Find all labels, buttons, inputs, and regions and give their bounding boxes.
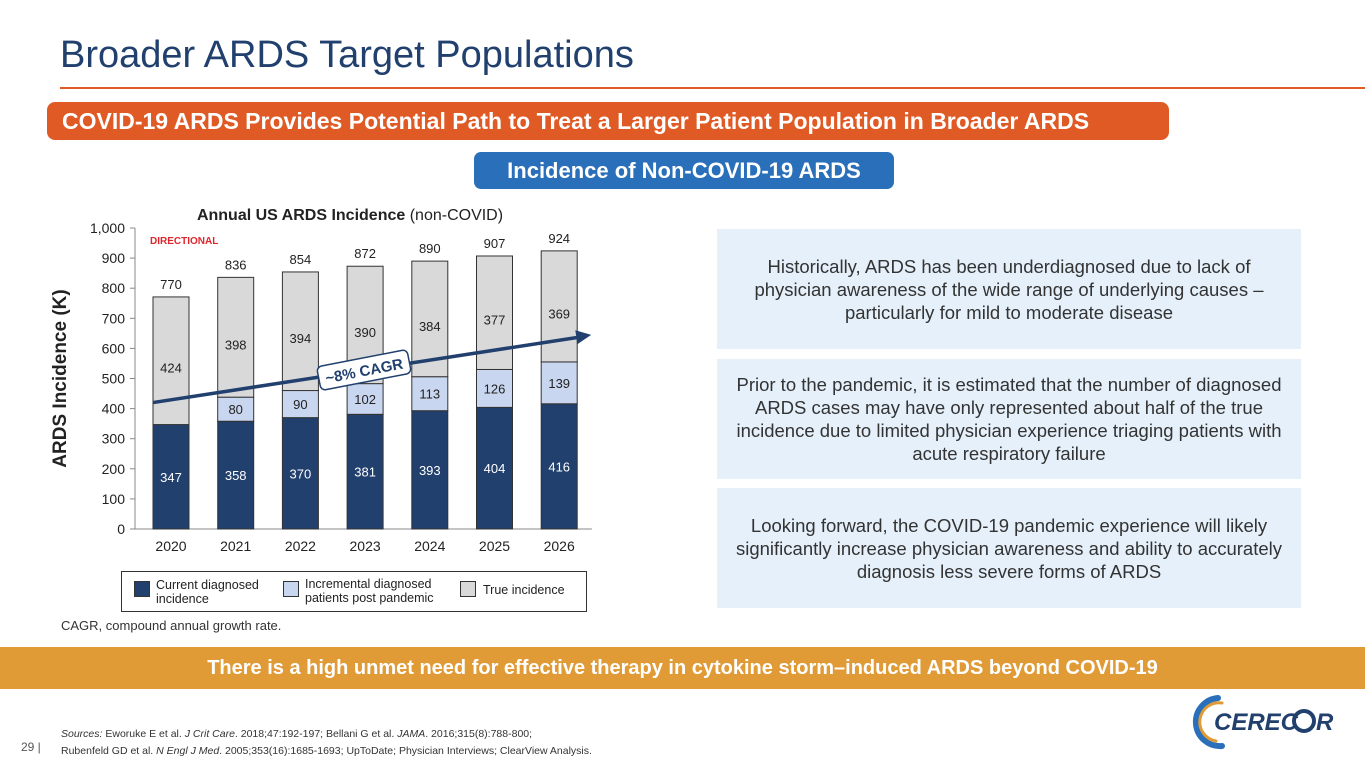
bar-value-label: 398 xyxy=(225,337,247,352)
bar-segment xyxy=(281,271,319,392)
bar-value-label: 80 xyxy=(228,402,242,417)
sources-footnote: Sources: Eworuke E et al. J Crit Care. 2… xyxy=(61,728,592,757)
bar-segment xyxy=(217,276,255,398)
x-tick-label: 2026 xyxy=(544,538,575,554)
chart-title: Annual US ARDS Incidence (non-COVID) xyxy=(197,207,503,224)
bar-value-label: 416 xyxy=(548,459,570,474)
bar-total-label: 924 xyxy=(548,231,570,246)
bar-value-label: 394 xyxy=(290,331,312,346)
bar-value-label: 90 xyxy=(293,397,307,412)
x-tick-label: 2021 xyxy=(220,538,251,554)
bar-value-label: 381 xyxy=(354,465,376,480)
y-tick-label: 400 xyxy=(102,401,126,417)
chart-legend: Current diagnosed incidence Incremental d… xyxy=(121,571,587,612)
legend-swatch-true xyxy=(460,581,476,597)
page-number: 29 | xyxy=(21,740,41,754)
bar-value-label: 384 xyxy=(419,319,441,334)
bar-value-label: 126 xyxy=(484,381,506,396)
bar-value-label: 424 xyxy=(160,361,182,376)
y-tick-label: 500 xyxy=(102,371,126,387)
y-tick-label: 700 xyxy=(102,310,126,326)
cagr-label-box xyxy=(316,349,412,391)
bar-segment xyxy=(281,390,319,419)
callout-pre-pandemic: Prior to the pandemic, it is estimated t… xyxy=(717,359,1301,479)
x-tick-label: 2024 xyxy=(414,538,445,554)
title-divider xyxy=(60,87,1365,89)
bar-total-label: 890 xyxy=(419,241,441,256)
top-banner: COVID-19 ARDS Provides Potential Path to… xyxy=(47,102,1169,140)
y-tick-label: 200 xyxy=(102,461,126,477)
legend-label-incremental: Incremental diagnosed patients post pande… xyxy=(305,577,434,605)
callout-underdiagnosed: Historically, ARDS has been underdiagnos… xyxy=(717,229,1301,349)
y-tick-label: 100 xyxy=(102,491,126,507)
bar-total-label: 872 xyxy=(354,246,376,261)
bar-segment xyxy=(346,383,384,415)
bar-value-label: 358 xyxy=(225,468,247,483)
y-axis-label: ARDS Incidence (K) xyxy=(50,289,71,467)
x-tick-label: 2020 xyxy=(155,538,186,554)
bar-segment xyxy=(346,413,384,530)
y-tick-label: 300 xyxy=(102,431,126,447)
legend-label-true: True incidence xyxy=(483,583,565,597)
bottom-banner: There is a high unmet need for effective… xyxy=(0,647,1365,689)
callout-looking-forward: Looking forward, the COVID-19 pandemic e… xyxy=(717,488,1301,608)
bar-value-label: 113 xyxy=(419,387,440,402)
bar-value-label: 347 xyxy=(160,470,182,485)
bar-value-label: 393 xyxy=(419,463,441,478)
bar-segment xyxy=(281,417,319,530)
bar-segment xyxy=(217,420,255,530)
legend-swatch-current xyxy=(134,581,150,597)
cerecor-logo: CEREC R xyxy=(1192,695,1334,750)
cagr-arrowhead xyxy=(575,330,592,345)
bar-value-label: 102 xyxy=(354,392,376,407)
directional-tag: DIRECTIONAL xyxy=(150,236,218,247)
bar-segment xyxy=(411,376,449,412)
bar-value-label: 377 xyxy=(484,313,506,328)
svg-text:R: R xyxy=(1316,709,1334,736)
y-tick-label: 800 xyxy=(102,280,126,296)
bar-value-label: 370 xyxy=(290,466,312,481)
x-tick-label: 2025 xyxy=(479,538,510,554)
bar-total-label: 836 xyxy=(225,257,247,272)
y-tick-label: 1,000 xyxy=(90,220,125,236)
abbreviation-note: CAGR, compound annual growth rate. xyxy=(61,618,282,633)
bar-value-label: 404 xyxy=(484,461,506,476)
bar-segment xyxy=(217,396,255,422)
bar-value-label: 139 xyxy=(548,376,570,391)
legend-swatch-incremental xyxy=(283,581,299,597)
bar-segment xyxy=(540,403,578,530)
y-tick-label: 600 xyxy=(102,340,126,356)
section-label: Incidence of Non-COVID-19 ARDS xyxy=(474,152,894,189)
bar-segment xyxy=(476,406,513,530)
x-tick-label: 2022 xyxy=(285,538,316,554)
bar-segment xyxy=(476,368,513,408)
incidence-chart: Annual US ARDS Incidence (non-COVID) ARDS… xyxy=(50,207,592,554)
bar-total-label: 854 xyxy=(290,252,312,267)
bar-total-label: 770 xyxy=(160,277,182,292)
y-tick-label: 0 xyxy=(117,521,125,537)
bar-segment xyxy=(411,410,449,530)
bar-value-label: 369 xyxy=(548,306,570,321)
legend-label-current: Current diagnosed incidence xyxy=(156,578,259,606)
svg-text:CEREC: CEREC xyxy=(1214,709,1299,736)
x-tick-label: 2023 xyxy=(350,538,381,554)
bar-segment xyxy=(152,424,190,530)
bar-total-label: 907 xyxy=(484,236,506,251)
slide-title: Broader ARDS Target Populations xyxy=(60,34,634,76)
bar-value-label: 390 xyxy=(354,325,376,340)
y-tick-label: 900 xyxy=(102,250,126,266)
